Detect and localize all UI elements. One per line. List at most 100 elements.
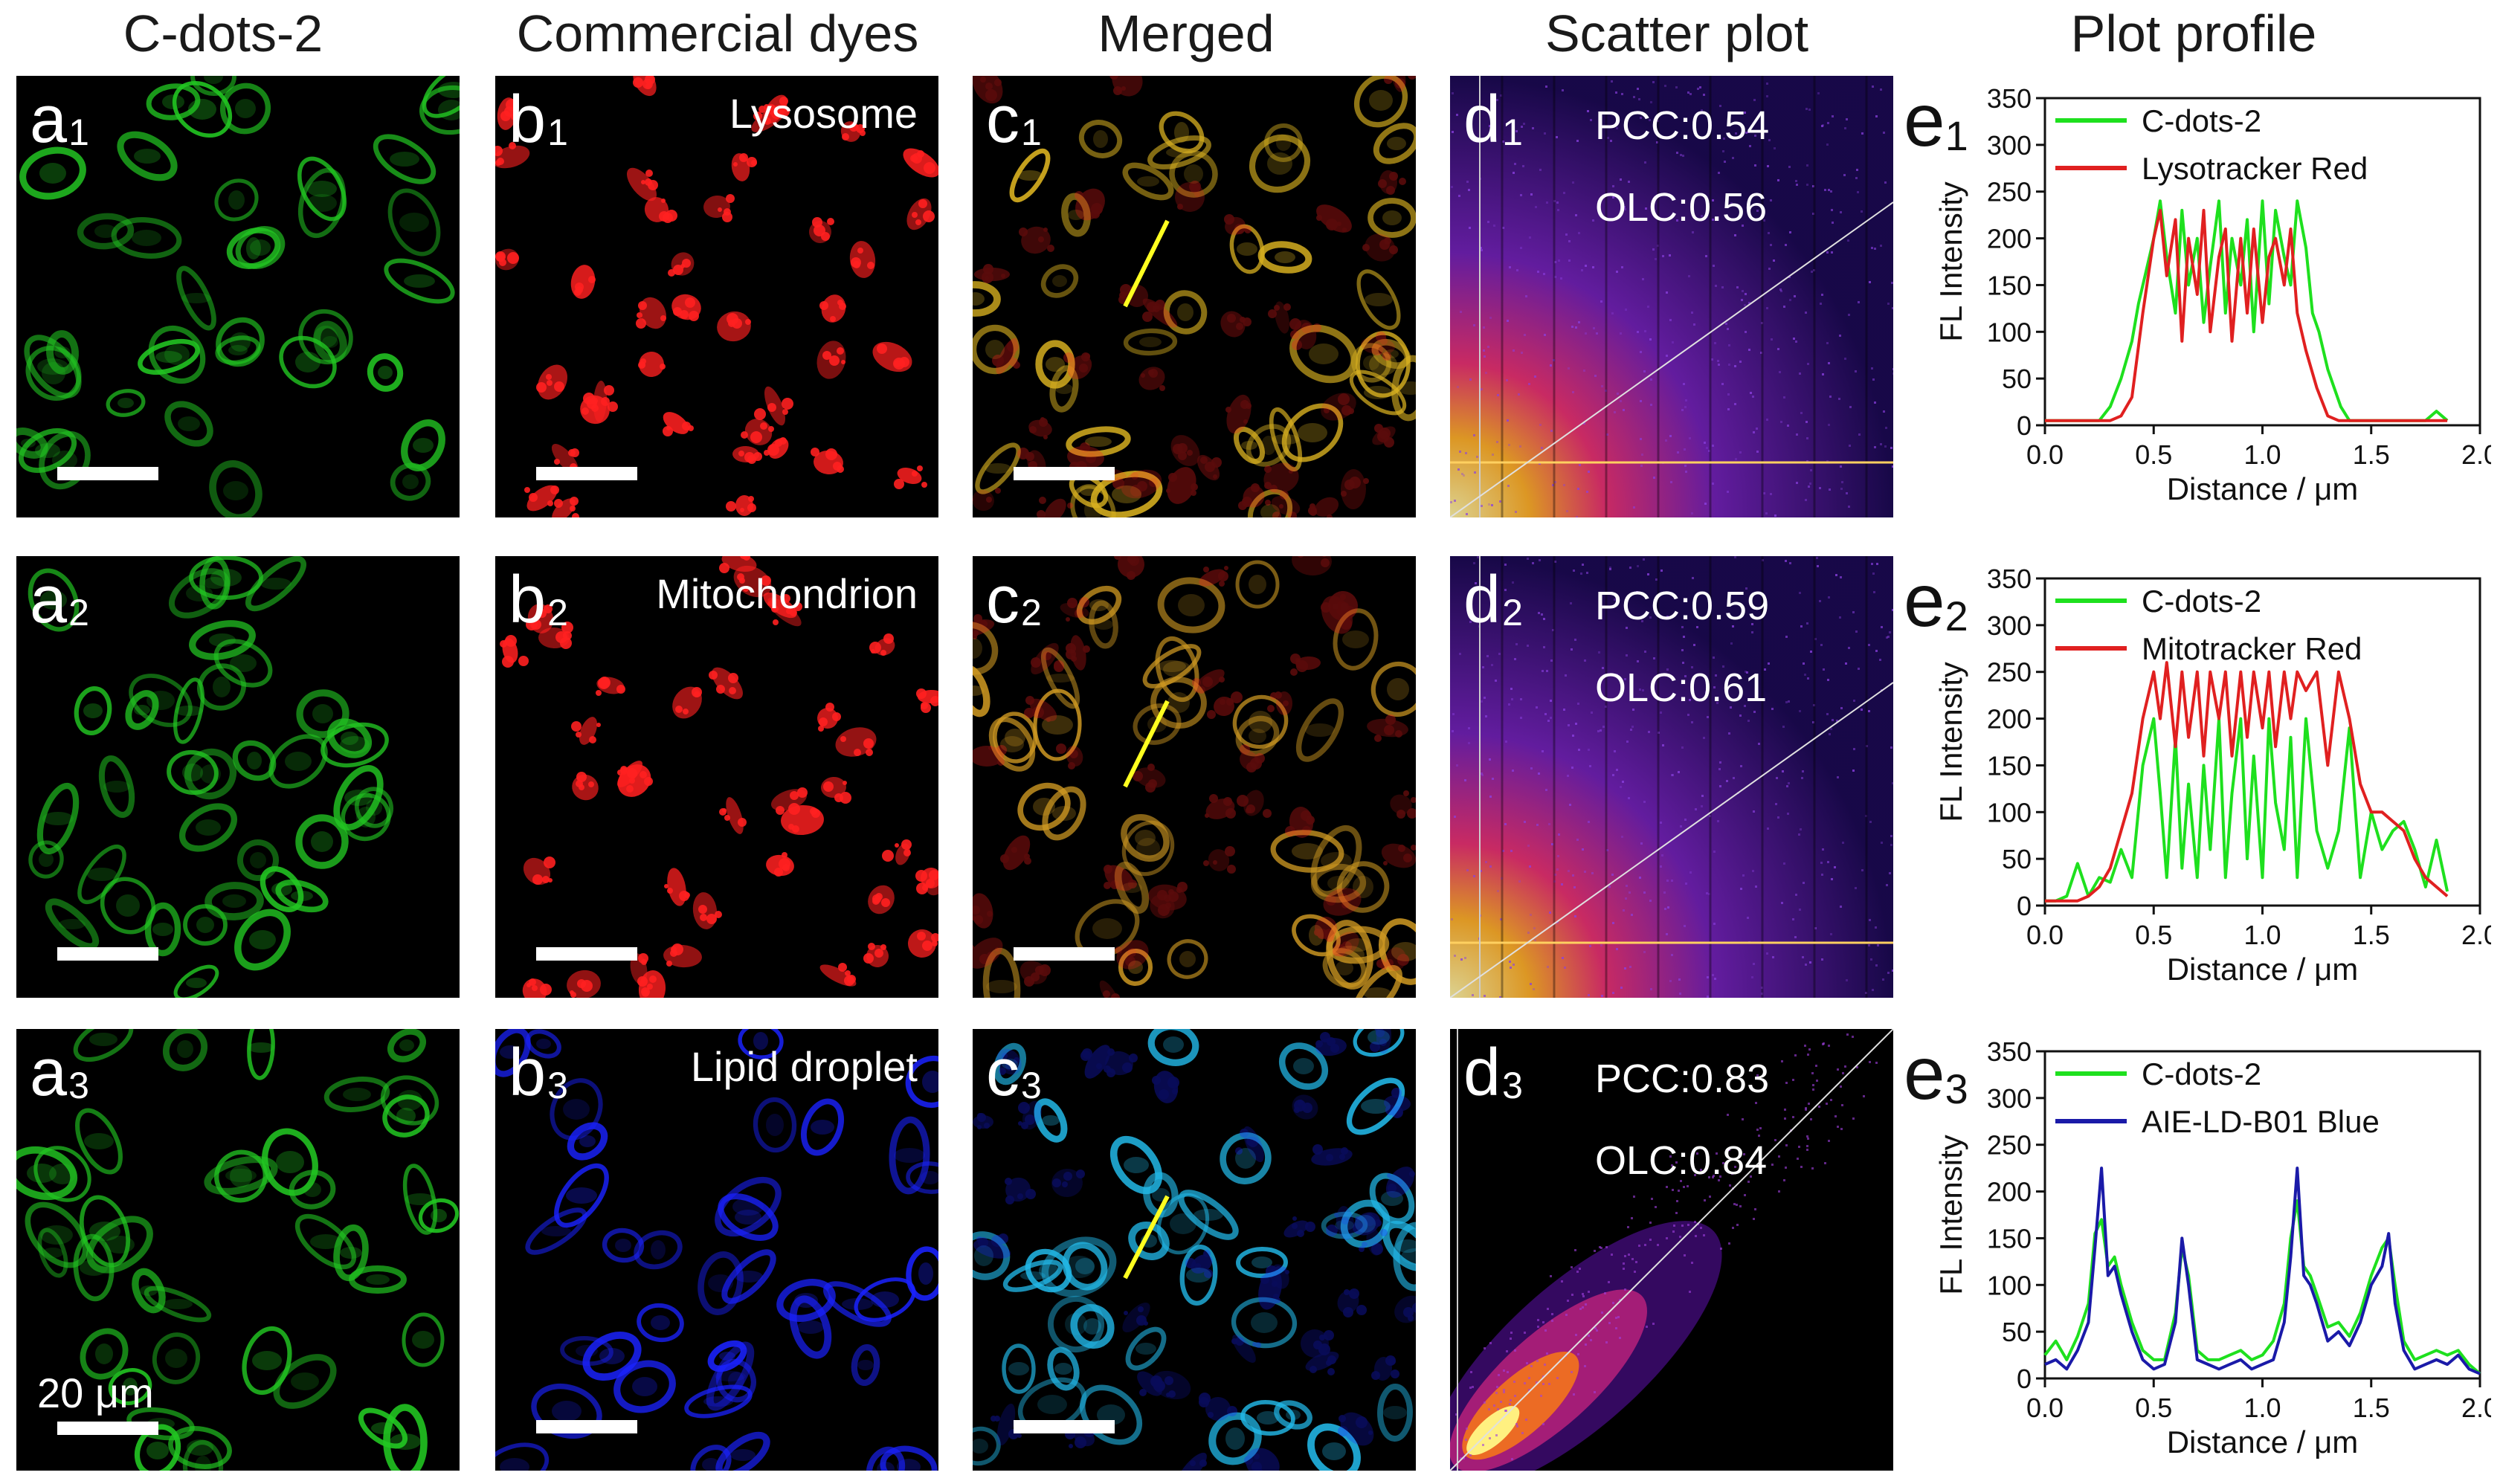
panel-label-c2: c2 bbox=[986, 567, 1042, 643]
x-tick-label: 1.5 bbox=[2353, 439, 2390, 470]
x-tick-label: 2.0 bbox=[2461, 439, 2491, 470]
legend-label-0: C-dots-2 bbox=[2142, 584, 2261, 619]
panel-c2: c2 bbox=[973, 556, 1416, 998]
panel-a1: a1 bbox=[16, 76, 460, 517]
panel-label-e1: e1 bbox=[1904, 83, 1968, 169]
panel-label-c1: c1 bbox=[986, 86, 1042, 163]
y-tick-label: 150 bbox=[1987, 1223, 2032, 1254]
panel-letter: b bbox=[509, 1036, 547, 1110]
x-tick-label: 1.0 bbox=[2243, 1393, 2281, 1423]
legend-label-1: Mitotracker Red bbox=[2142, 631, 2362, 666]
organelle-label: Mitochondrion bbox=[656, 570, 918, 617]
scale-bar bbox=[1014, 467, 1115, 480]
pcc-value: PCC:0.54 bbox=[1595, 103, 1770, 148]
panel-d2: d2 PCC:0.59 OLC:0.61 bbox=[1450, 556, 1893, 998]
panel-index: 2 bbox=[1021, 592, 1042, 633]
panel-letter: b bbox=[509, 83, 547, 157]
x-axis-label: Distance / μm bbox=[2167, 1425, 2359, 1459]
olc-value: OLC:0.61 bbox=[1595, 665, 1768, 710]
y-tick-label: 300 bbox=[1987, 130, 2032, 161]
olc-value: OLC:0.56 bbox=[1595, 185, 1768, 230]
panel-index: 1 bbox=[1021, 112, 1042, 153]
series-line-1 bbox=[2045, 208, 2448, 422]
scale-bar bbox=[57, 467, 158, 480]
series-line-1 bbox=[2044, 1167, 2481, 1375]
scale-bar bbox=[536, 467, 637, 480]
panel-letter: c bbox=[986, 83, 1019, 157]
y-tick-label: 100 bbox=[1987, 1270, 2032, 1300]
panel-letter: c bbox=[986, 1036, 1019, 1110]
x-tick-label: 1.5 bbox=[2353, 1393, 2390, 1423]
organelle-label: Lipid droplet bbox=[690, 1043, 918, 1090]
panel-letter: b bbox=[509, 563, 547, 637]
series-line-0 bbox=[2043, 1199, 2481, 1375]
panel-index: 2 bbox=[1502, 592, 1523, 633]
y-tick-label: 0 bbox=[2017, 891, 2032, 921]
panel-c3: c3 bbox=[973, 1029, 1416, 1471]
panel-letter: d bbox=[1463, 1036, 1501, 1110]
y-tick-label: 50 bbox=[2002, 364, 2032, 394]
panel-index: 3 bbox=[1945, 1065, 1968, 1112]
y-tick-label: 150 bbox=[1987, 750, 2032, 781]
panel-a2: a2 bbox=[16, 556, 460, 998]
y-tick-label: 350 bbox=[1987, 1036, 2032, 1067]
profile-line-marker bbox=[1123, 219, 1170, 308]
y-tick-label: 250 bbox=[1987, 1130, 2032, 1161]
panel-label-a3: a3 bbox=[30, 1039, 89, 1116]
legend-label-1: Lysotracker Red bbox=[2142, 151, 2368, 186]
panel-label-e3: e3 bbox=[1904, 1036, 1968, 1122]
y-axis-label: FL Intensity bbox=[1933, 1135, 1968, 1295]
y-tick-label: 300 bbox=[1987, 610, 2032, 641]
y-tick-label: 250 bbox=[1987, 177, 2032, 207]
pcc-value: PCC:0.83 bbox=[1595, 1056, 1770, 1101]
scale-bar bbox=[1014, 947, 1115, 961]
panel-label-c3: c3 bbox=[986, 1039, 1042, 1116]
y-tick-label: 50 bbox=[2002, 1317, 2032, 1347]
scale-bar bbox=[57, 1422, 158, 1435]
panel-c1: c1 bbox=[973, 76, 1416, 517]
x-tick-label: 1.0 bbox=[2243, 920, 2281, 950]
profile-chart: 0 50 100 150 200 250 300 350 0.0 0.5 1.0 1.5 2.0 Dist… bbox=[1933, 1036, 2491, 1459]
panel-index: 3 bbox=[547, 1065, 568, 1106]
column-title-profile: Plot profile bbox=[2070, 4, 2317, 62]
panel-label-a1: a1 bbox=[30, 86, 89, 163]
panel-letter: e bbox=[1904, 559, 1945, 642]
y-tick-label: 200 bbox=[1987, 1177, 2032, 1207]
panel-index: 2 bbox=[547, 592, 568, 633]
x-tick-label: 0.5 bbox=[2135, 920, 2172, 950]
scale-bar bbox=[1014, 1420, 1115, 1433]
panel-index: 1 bbox=[1502, 112, 1523, 153]
y-tick-label: 200 bbox=[1987, 224, 2032, 254]
profile-chart: 0 50 100 150 200 250 300 350 0.0 0.5 1.0 1.5 2.0 Dist… bbox=[1933, 564, 2491, 987]
y-tick-label: 0 bbox=[2017, 410, 2032, 441]
panel-letter: a bbox=[30, 83, 68, 157]
panel-letter: d bbox=[1463, 83, 1501, 157]
organelle-label: Lysosome bbox=[729, 90, 918, 137]
x-tick-label: 2.0 bbox=[2461, 920, 2491, 950]
panel-d1: d1 PCC:0.54 OLC:0.56 bbox=[1450, 76, 1893, 517]
legend-label-0: C-dots-2 bbox=[2142, 103, 2261, 138]
y-axis-label: FL Intensity bbox=[1933, 662, 1968, 822]
panel-label-d1: d1 bbox=[1463, 86, 1523, 163]
x-axis-label: Distance / μm bbox=[2167, 952, 2359, 987]
y-tick-label: 50 bbox=[2002, 844, 2032, 874]
profile-chart: 0 50 100 150 200 250 300 350 0.0 0.5 1.0 1.5 2.0 Dist… bbox=[1933, 83, 2491, 506]
column-title-scatter: Scatter plot bbox=[1544, 4, 1809, 62]
y-tick-label: 100 bbox=[1987, 317, 2032, 347]
panel-label-e2: e2 bbox=[1904, 564, 1968, 649]
y-tick-label: 350 bbox=[1987, 83, 2032, 114]
panel-index: 1 bbox=[68, 112, 89, 153]
scale-bar bbox=[536, 1420, 637, 1433]
profile-line-marker bbox=[1123, 1195, 1170, 1280]
pcc-value: PCC:0.59 bbox=[1595, 584, 1770, 628]
plot-profile-e2: e2 0 50 100 150 200 250 300 350 0.0 0.5 1.0 1.5 2.0 Di… bbox=[1904, 564, 2491, 1010]
y-tick-label: 0 bbox=[2017, 1364, 2032, 1394]
panel-index: 2 bbox=[68, 592, 89, 633]
panel-label-a2: a2 bbox=[30, 567, 89, 643]
plot-frame bbox=[2043, 1050, 2481, 1380]
panel-index: 3 bbox=[1021, 1065, 1042, 1106]
panel-letter: e bbox=[1904, 79, 1945, 162]
scale-bar-label: 20 μm bbox=[37, 1370, 154, 1416]
olc-value: OLC:0.84 bbox=[1595, 1138, 1768, 1183]
panel-index: 3 bbox=[1502, 1065, 1523, 1106]
